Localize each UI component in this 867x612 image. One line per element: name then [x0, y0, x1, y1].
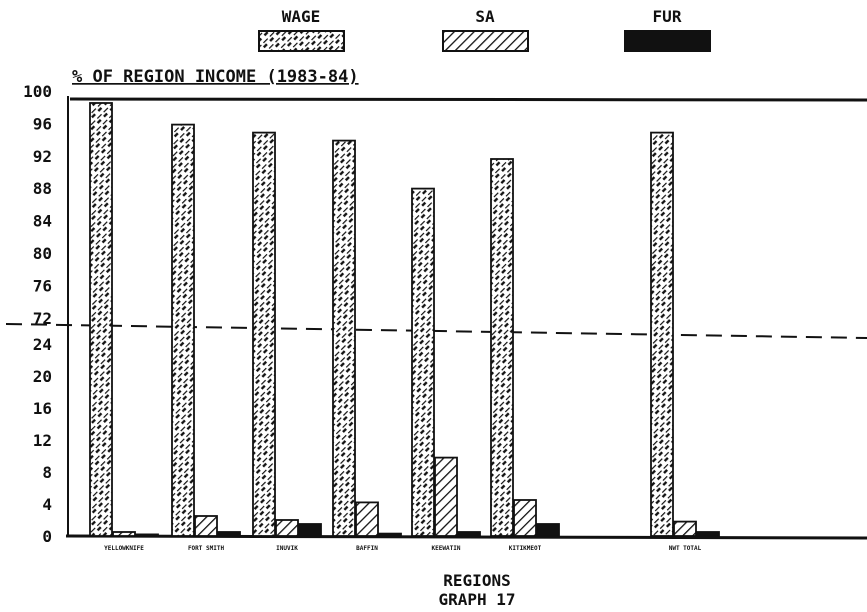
y-tick-label: 8 — [42, 463, 52, 482]
top-border-line — [69, 97, 867, 102]
y-tick-label: 4 — [42, 495, 52, 514]
y-tick-label: 0 — [42, 527, 52, 546]
bar-wage-inuvik — [252, 131, 276, 537]
bar-sa-keewatin — [434, 456, 458, 537]
bar-sa-fort-smith — [194, 515, 218, 537]
y-tick-label: 100 — [23, 82, 52, 101]
bar-wage-baffin — [332, 139, 356, 537]
bar-wage-fort-smith — [171, 123, 195, 537]
bar-fur-kitikmeot — [536, 523, 560, 537]
bar-wage-kitikmeot — [490, 158, 514, 537]
x-tick-label: INUVIK — [276, 545, 298, 552]
legend-label-sa: SA — [475, 7, 495, 26]
x-tick-label: YELLOWKNIFE — [104, 545, 144, 552]
graph-caption: GRAPH 17 — [438, 590, 515, 609]
bar-fur-yellowknife — [135, 533, 159, 537]
x-tick-label: KEEWATIN — [432, 545, 461, 552]
y-tick-label: 88 — [33, 179, 52, 198]
axis-break-line — [5, 323, 867, 339]
y-tick-label: 76 — [33, 276, 52, 295]
legend-swatch-sa — [442, 30, 529, 52]
bar-fur-nwt-total — [696, 531, 720, 537]
chart-title: % OF REGION INCOME (1983-84) — [72, 67, 359, 87]
y-tick-label: 92 — [33, 147, 52, 166]
legend: WAGE SA FUR — [258, 7, 711, 52]
y-tick-label: 16 — [33, 399, 52, 418]
y-tick-label: 12 — [33, 431, 52, 450]
legend-swatch-wage — [258, 30, 345, 52]
bar-sa-baffin — [355, 501, 379, 537]
bar-sa-kitikmeot — [513, 499, 537, 537]
x-tick-label: BAFFIN — [356, 545, 378, 552]
y-tick-label: 20 — [33, 367, 52, 386]
bar-sa-inuvik — [275, 519, 299, 537]
bar-wage-keewatin — [411, 187, 435, 537]
bars — [89, 102, 720, 537]
x-tick-label: KITIKMEOT — [509, 545, 542, 552]
legend-label-fur: FUR — [653, 7, 682, 26]
bar-sa-nwt-total — [673, 520, 697, 537]
y-tick-label: 84 — [33, 212, 52, 231]
x-tick-label: NWT TOTAL — [669, 545, 702, 552]
y-tick-label: 24 — [33, 335, 52, 354]
y-tick-label: 96 — [33, 114, 52, 133]
y-tick-labels: 0 4 8 12 16 20 24 72 76 80 84 88 92 96 100 — [23, 82, 52, 546]
bar-wage-yellowknife — [89, 102, 113, 537]
bar-fur-inuvik — [298, 523, 322, 537]
legend-label-wage: WAGE — [282, 7, 321, 26]
bar-fur-baffin — [378, 532, 402, 537]
bar-fur-keewatin — [457, 531, 481, 537]
legend-swatch-fur — [624, 30, 711, 52]
bar-sa-yellowknife — [112, 531, 136, 537]
y-tick-label: 80 — [33, 244, 52, 263]
x-tick-labels: YELLOWKNIFE FORT SMITH INUVIK BAFFIN KEEWATI… — [104, 545, 702, 552]
bar-fur-fort-smith — [217, 531, 241, 537]
x-axis-label: REGIONS — [443, 571, 510, 590]
bar-wage-nwt-total — [650, 131, 674, 537]
y-tick-label: 72 — [33, 309, 52, 328]
x-tick-label: FORT SMITH — [188, 545, 225, 552]
